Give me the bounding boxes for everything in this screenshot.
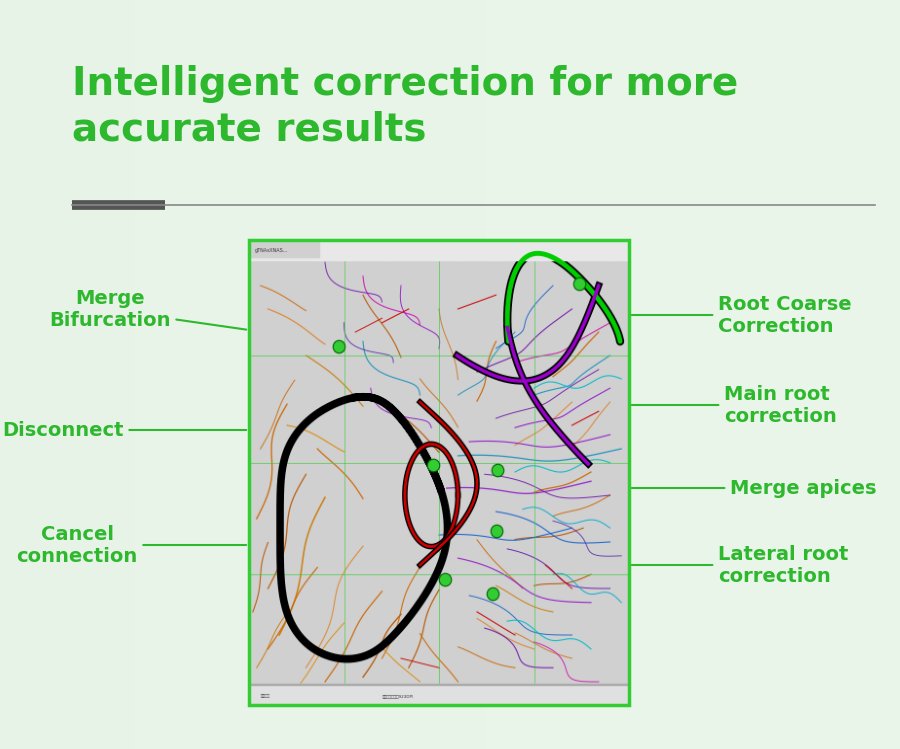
Bar xyxy=(249,240,629,705)
Text: Intelligent correction for more
accurate results: Intelligent correction for more accurate… xyxy=(72,65,738,148)
Text: Merge apices: Merge apices xyxy=(632,479,877,497)
Text: Cancel
connection: Cancel connection xyxy=(16,524,247,565)
Text: Disconnect: Disconnect xyxy=(2,420,247,440)
Text: Root Coarse
Correction: Root Coarse Correction xyxy=(632,294,851,336)
Text: Main root
correction: Main root correction xyxy=(632,384,837,425)
Text: Merge
Bifurcation: Merge Bifurcation xyxy=(50,290,247,330)
Text: Lateral root
correction: Lateral root correction xyxy=(632,545,849,586)
